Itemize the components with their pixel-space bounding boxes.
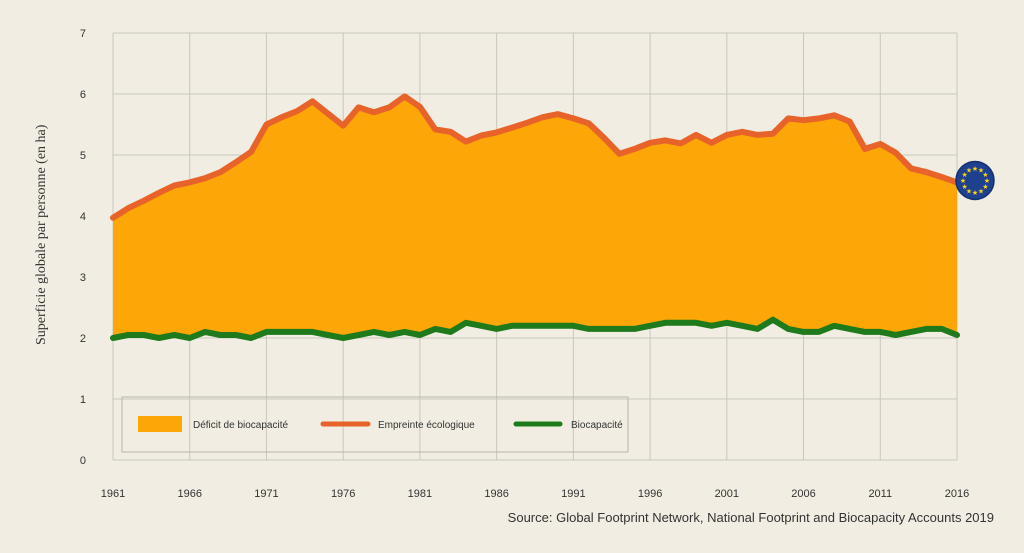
y-tick-label: 1 xyxy=(80,394,86,406)
deficit-area xyxy=(113,96,957,339)
x-tick-label: 2011 xyxy=(868,488,892,500)
eu-flag-star: ★ xyxy=(960,177,966,185)
eu-flag-star: ★ xyxy=(978,187,984,195)
x-tick-label: 1986 xyxy=(484,488,508,500)
x-tick-label: 2016 xyxy=(945,488,969,500)
x-tick-label: 1971 xyxy=(254,488,278,500)
y-tick-label: 3 xyxy=(80,272,86,284)
y-tick-labels: 0 1 2 3 4 5 6 7 xyxy=(80,28,86,467)
x-tick-labels: 1961 1966 1971 1976 1981 1986 1991 1996 2001 2006… xyxy=(101,488,969,500)
legend-swatch-deficit xyxy=(138,416,182,432)
x-tick-label: 1996 xyxy=(638,488,662,500)
y-tick-label: 4 xyxy=(80,211,86,223)
y-tick-label: 5 xyxy=(80,150,86,162)
footprint-chart: 0 1 2 3 4 5 6 7 1961 1966 1971 1976 1981 1986 1991 199… xyxy=(34,28,995,500)
y-axis-label: Superficie globale par personne (en ha) xyxy=(34,124,49,345)
eu-flag-star: ★ xyxy=(982,183,988,191)
legend-label-empreinte: Empreinte écologique xyxy=(378,420,475,431)
x-tick-label: 2001 xyxy=(715,488,739,500)
series-line-empreinte xyxy=(110,93,960,221)
x-tick-label: 1981 xyxy=(408,488,432,500)
legend-label-deficit: Déficit de biocapacité xyxy=(193,420,288,431)
eu-flag-star: ★ xyxy=(982,171,988,179)
y-tick-label: 2 xyxy=(80,333,86,345)
eu-flag-star: ★ xyxy=(961,183,967,191)
eu-flag-star: ★ xyxy=(984,177,990,185)
x-tick-label: 2006 xyxy=(791,488,815,500)
eu-flag-star: ★ xyxy=(978,167,984,175)
series-line-biocapacite xyxy=(110,316,960,341)
x-tick-label: 1961 xyxy=(101,488,125,500)
eu-flag-star: ★ xyxy=(972,189,978,197)
eu-flag-icon: ★ ★★★★★★★★★★★ xyxy=(955,160,995,201)
eu-flag-star: ★ xyxy=(966,187,972,195)
eu-flag-star: ★ xyxy=(966,167,972,175)
y-tick-label: 0 xyxy=(80,455,86,467)
x-tick-label: 1966 xyxy=(177,488,201,500)
y-tick-label: 6 xyxy=(80,89,86,101)
x-tick-label: 1991 xyxy=(561,488,585,500)
eu-flag-disc xyxy=(955,160,995,201)
source-note: Source: Global Footprint Network, Nation… xyxy=(507,510,994,525)
legend: Déficit de biocapacité Empreinte écologi… xyxy=(121,396,629,453)
eu-flag-star: ★ xyxy=(972,165,978,173)
x-tick-label: 1976 xyxy=(331,488,355,500)
legend-label-biocapacite: Biocapacité xyxy=(571,420,623,431)
eu-flag-star: ★ xyxy=(961,171,967,179)
y-tick-label: 7 xyxy=(80,28,86,40)
legend-box xyxy=(121,396,629,453)
